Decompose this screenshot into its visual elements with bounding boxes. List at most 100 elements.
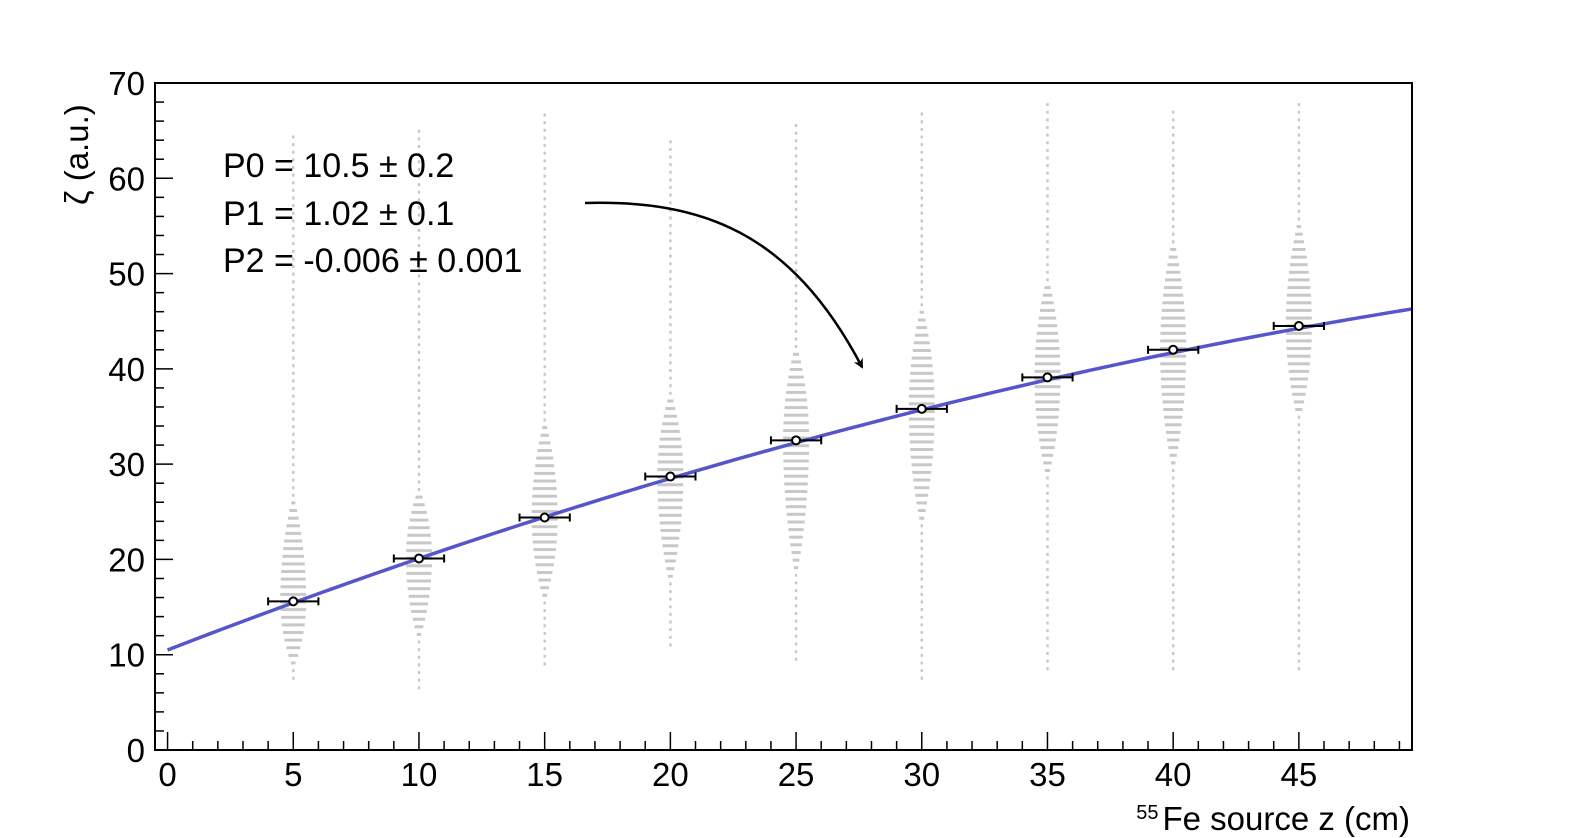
distribution-dash [1172,507,1175,511]
distribution-dash [1172,606,1175,610]
distribution-dash [1297,621,1301,625]
fit-layer [166,307,1413,652]
distribution-dash [417,480,421,484]
distribution-dash [912,349,931,352]
distribution-dash [920,196,923,200]
distribution-dash [1035,400,1060,404]
distribution-dash [1297,126,1301,129]
distribution-dash [417,305,421,309]
distribution-dash [1046,179,1049,183]
distribution-dash [1286,308,1312,312]
distribution-dash [794,162,798,166]
distribution-dash [794,139,798,143]
distribution-20 [657,140,684,647]
distribution-dash [292,409,295,413]
distribution-dash [543,654,546,658]
distribution-dash [1286,347,1312,350]
distribution-dash [910,448,934,451]
distribution-dash [543,205,546,209]
distribution-dash [920,615,923,619]
distribution-dash [292,295,295,299]
distribution-dash [794,619,798,623]
distribution-dash [920,303,923,307]
distribution-dash [787,520,805,524]
distribution-dash [1046,194,1049,198]
distribution-dash [417,472,421,476]
distribution-dash [911,356,932,360]
distribution-dash [1163,293,1184,297]
distribution-dash [292,158,295,162]
distribution-dash [794,642,798,646]
distribution-dash [543,250,546,254]
distribution-dash [668,574,673,578]
distribution-dash [1297,484,1301,488]
distribution-dash [1046,575,1049,579]
distribution-dash [292,211,295,215]
distribution-dash [417,129,421,133]
distribution-dash [669,216,672,220]
distribution-dash [416,632,422,636]
distribution-dash [535,464,555,468]
distribution-dash [1046,522,1049,526]
distribution-dash [543,616,546,620]
distribution-dash [417,312,421,316]
distribution-dash [920,234,923,238]
distribution-dash [1172,164,1175,168]
distribution-dash [417,213,421,217]
distribution-dash [1172,613,1175,617]
distribution-dash [543,296,546,300]
distribution-dash [1046,484,1049,488]
distribution-dash [1297,552,1301,556]
distribution-dash [417,152,421,156]
distribution-dash [1035,408,1060,411]
distribution-dash [920,135,923,139]
distribution-dash [417,267,421,270]
distribution-dash [288,516,299,520]
x-tick-label: 10 [401,756,438,793]
distribution-dash [794,146,798,150]
distribution-dash [1172,179,1175,183]
distribution-dash [1046,118,1049,122]
distribution-dash [1172,141,1175,145]
distribution-dash [783,451,809,455]
distribution-dash [292,379,295,383]
distribution-dash [1046,225,1049,229]
distribution-dash [1285,316,1312,320]
distribution-dash [669,208,672,212]
distribution-dash [1036,339,1059,343]
distribution-dash [543,243,546,247]
distribution-dash [543,418,546,422]
distribution-dash [292,135,295,139]
distribution-dash [1297,217,1301,221]
distribution-dash [669,315,672,319]
distribution-dash [792,352,800,356]
distribution-dash [1297,583,1301,587]
distribution-dash [543,151,546,155]
distribution-dash [794,223,798,227]
distribution-dash [1046,148,1049,152]
distribution-dash [417,678,421,682]
distribution-dash [663,551,678,555]
distribution-dash [417,198,421,202]
distribution-dash [292,676,295,680]
distribution-dash [284,638,302,642]
distribution-dash [1041,301,1054,305]
distribution-dash [660,529,681,532]
distribution-dash [793,566,799,570]
distribution-dash [1172,598,1175,602]
distribution-dash [284,539,303,543]
distribution-dash [1297,179,1301,183]
x-tick-label: 0 [158,756,176,793]
distribution-dash [1168,255,1178,259]
data-point-30 [895,403,948,414]
distribution-dash [1036,415,1059,419]
distribution-dash [1046,476,1049,480]
distribution-dash [417,450,421,453]
distribution-dash [417,411,421,415]
distribution-dash [794,611,798,615]
distribution-dash [543,235,546,239]
distribution-dash [920,669,923,673]
distribution-dash [1297,194,1301,198]
distribution-dash [417,160,421,164]
distribution-dash [1287,362,1310,366]
